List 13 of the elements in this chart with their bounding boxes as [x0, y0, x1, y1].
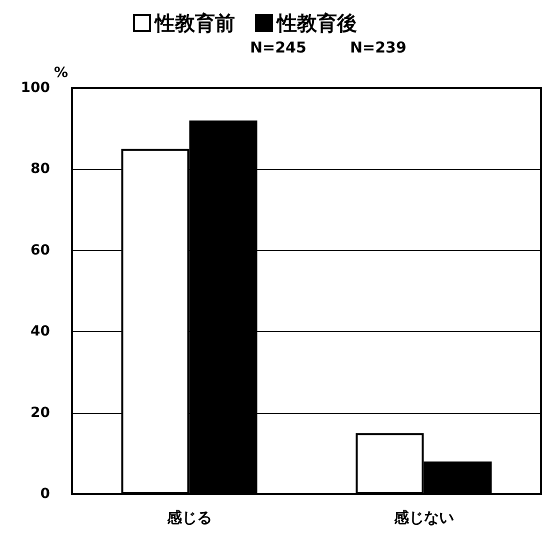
y-tick-label: 20: [30, 404, 50, 421]
y-tick-label: 0: [40, 486, 50, 502]
y-axis-title: %: [54, 65, 68, 81]
y-tick-label: 40: [30, 324, 50, 340]
y-tick-label: 100: [20, 80, 50, 96]
x-tick-label: 感じない: [392, 508, 454, 526]
text: N=239: [350, 38, 406, 56]
y-tick-label: 60: [30, 242, 50, 258]
legend-label: 性教育後: [275, 11, 357, 35]
text: N=245: [250, 38, 306, 56]
legend-label: 性教育前: [153, 11, 235, 35]
y-tick-label: 80: [30, 161, 50, 178]
x-tick-label: 感じる: [166, 508, 212, 526]
